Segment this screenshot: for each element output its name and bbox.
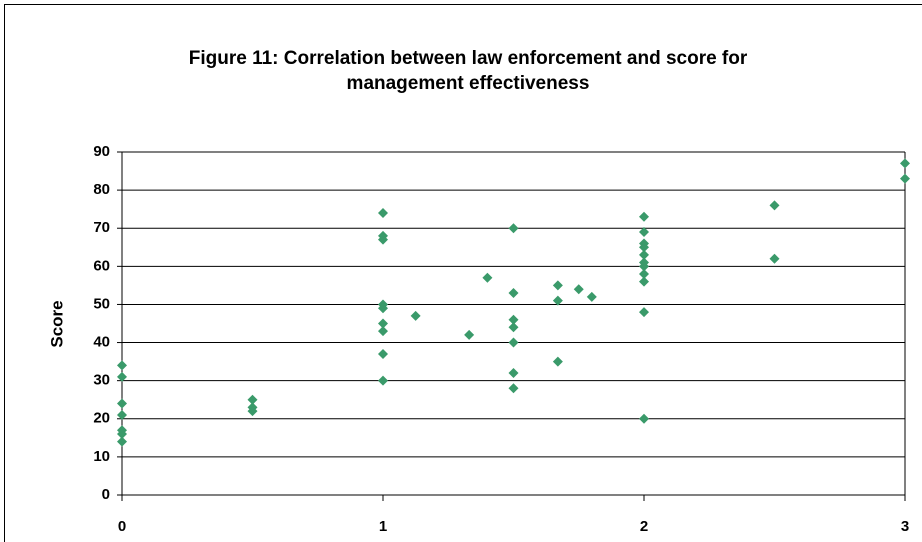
y-tick-label: 0 xyxy=(102,486,110,503)
point xyxy=(508,314,519,325)
point xyxy=(378,318,388,329)
x-tick-label: 1 xyxy=(379,518,387,535)
point xyxy=(378,375,388,386)
y-tick-label: 90 xyxy=(93,143,110,160)
y-tick-label: 30 xyxy=(93,372,110,389)
point xyxy=(378,234,388,245)
point xyxy=(378,303,388,314)
y-tick-label: 10 xyxy=(93,448,110,465)
point xyxy=(639,249,649,260)
point xyxy=(573,284,584,295)
point xyxy=(769,200,780,211)
y-tick-label: 50 xyxy=(93,295,110,312)
point xyxy=(552,356,563,367)
point xyxy=(410,310,421,321)
point xyxy=(586,291,597,302)
y-tick-label: 20 xyxy=(93,410,110,427)
point xyxy=(639,261,649,272)
point xyxy=(508,223,519,234)
point xyxy=(378,207,388,218)
point xyxy=(639,242,649,253)
x-tick-label: 3 xyxy=(901,518,909,535)
point xyxy=(508,288,519,299)
point xyxy=(900,173,910,184)
point xyxy=(639,211,649,222)
point xyxy=(639,268,649,279)
point xyxy=(769,253,780,264)
point xyxy=(117,398,127,409)
y-tick-label: 60 xyxy=(93,257,110,274)
point xyxy=(464,329,475,340)
y-tick-label: 70 xyxy=(93,219,110,236)
point xyxy=(639,276,649,287)
point xyxy=(639,307,649,318)
point xyxy=(117,429,127,440)
chart-frame xyxy=(4,4,922,542)
point xyxy=(378,326,388,337)
point xyxy=(508,368,519,379)
point xyxy=(247,394,258,405)
point xyxy=(117,360,127,371)
point xyxy=(552,280,563,291)
point xyxy=(900,158,910,169)
point xyxy=(639,413,649,424)
point xyxy=(378,348,388,359)
point xyxy=(639,227,649,238)
chart-title: Figure 11: Correlation between law enfor… xyxy=(188,48,748,94)
point xyxy=(482,272,493,283)
x-tick-label: 2 xyxy=(640,518,648,535)
point xyxy=(508,322,519,333)
point xyxy=(117,436,127,447)
point xyxy=(508,337,519,348)
y-tick-label: 40 xyxy=(93,334,110,351)
y-axis-label: Score xyxy=(47,300,66,347)
point xyxy=(508,383,519,394)
y-tick-label: 80 xyxy=(93,181,110,198)
point xyxy=(117,409,127,420)
point xyxy=(552,295,563,306)
point xyxy=(117,371,127,382)
point xyxy=(247,406,258,417)
x-tick-label: 0 xyxy=(118,518,126,535)
